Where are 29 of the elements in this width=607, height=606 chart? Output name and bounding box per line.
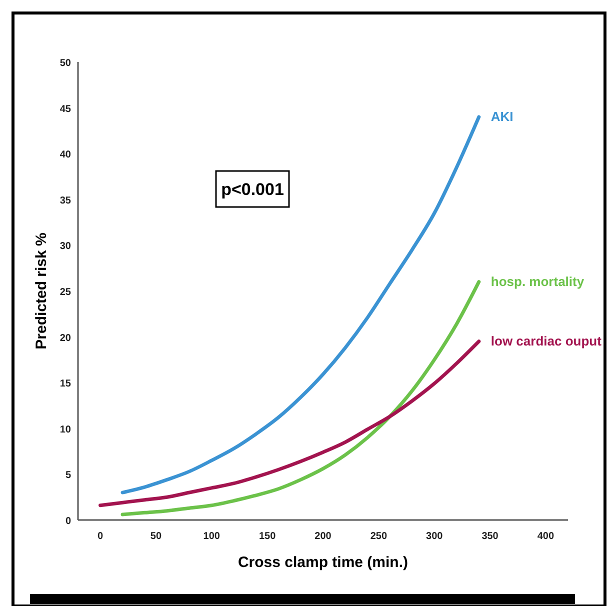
x-tick-label: 50 (150, 531, 162, 542)
x-tick-label: 0 (97, 531, 104, 542)
x-tick-label: 100 (203, 531, 220, 542)
y-tick-label: 5 (65, 470, 72, 482)
y-tick-label: 20 (60, 332, 72, 344)
y-tick-label: 45 (60, 104, 72, 115)
y-tick-label: 40 (60, 150, 72, 161)
line-series (98, 340, 481, 508)
x-axis-title: Cross clamp time (min.) (238, 554, 408, 571)
x-tick-label: 350 (482, 531, 499, 542)
x-tick-label: 200 (314, 531, 332, 542)
x-tick-label: 300 (426, 531, 444, 542)
line-series (120, 115, 481, 494)
line-series (120, 280, 481, 516)
y-axis-title: Predicted risk % (33, 232, 50, 350)
y-tick-label: 15 (60, 378, 72, 390)
y-tick-label: 50 (60, 58, 72, 69)
y-tick-label: 35 (60, 195, 72, 206)
y-tick-label: 10 (60, 424, 72, 436)
x-tick-label: 250 (370, 531, 388, 542)
x-tick-label: 400 (537, 531, 555, 542)
series-label: low cardiac ouput (490, 333, 602, 348)
series-label: hosp. mortality (490, 274, 585, 289)
y-tick-label: 0 (65, 516, 72, 527)
series-label: AKI (490, 108, 514, 124)
annotation: p<0.001 (221, 180, 284, 199)
y-tick-label: 25 (60, 287, 72, 298)
y-tick-label: 30 (60, 241, 72, 252)
x-tick-label: 150 (258, 531, 276, 542)
